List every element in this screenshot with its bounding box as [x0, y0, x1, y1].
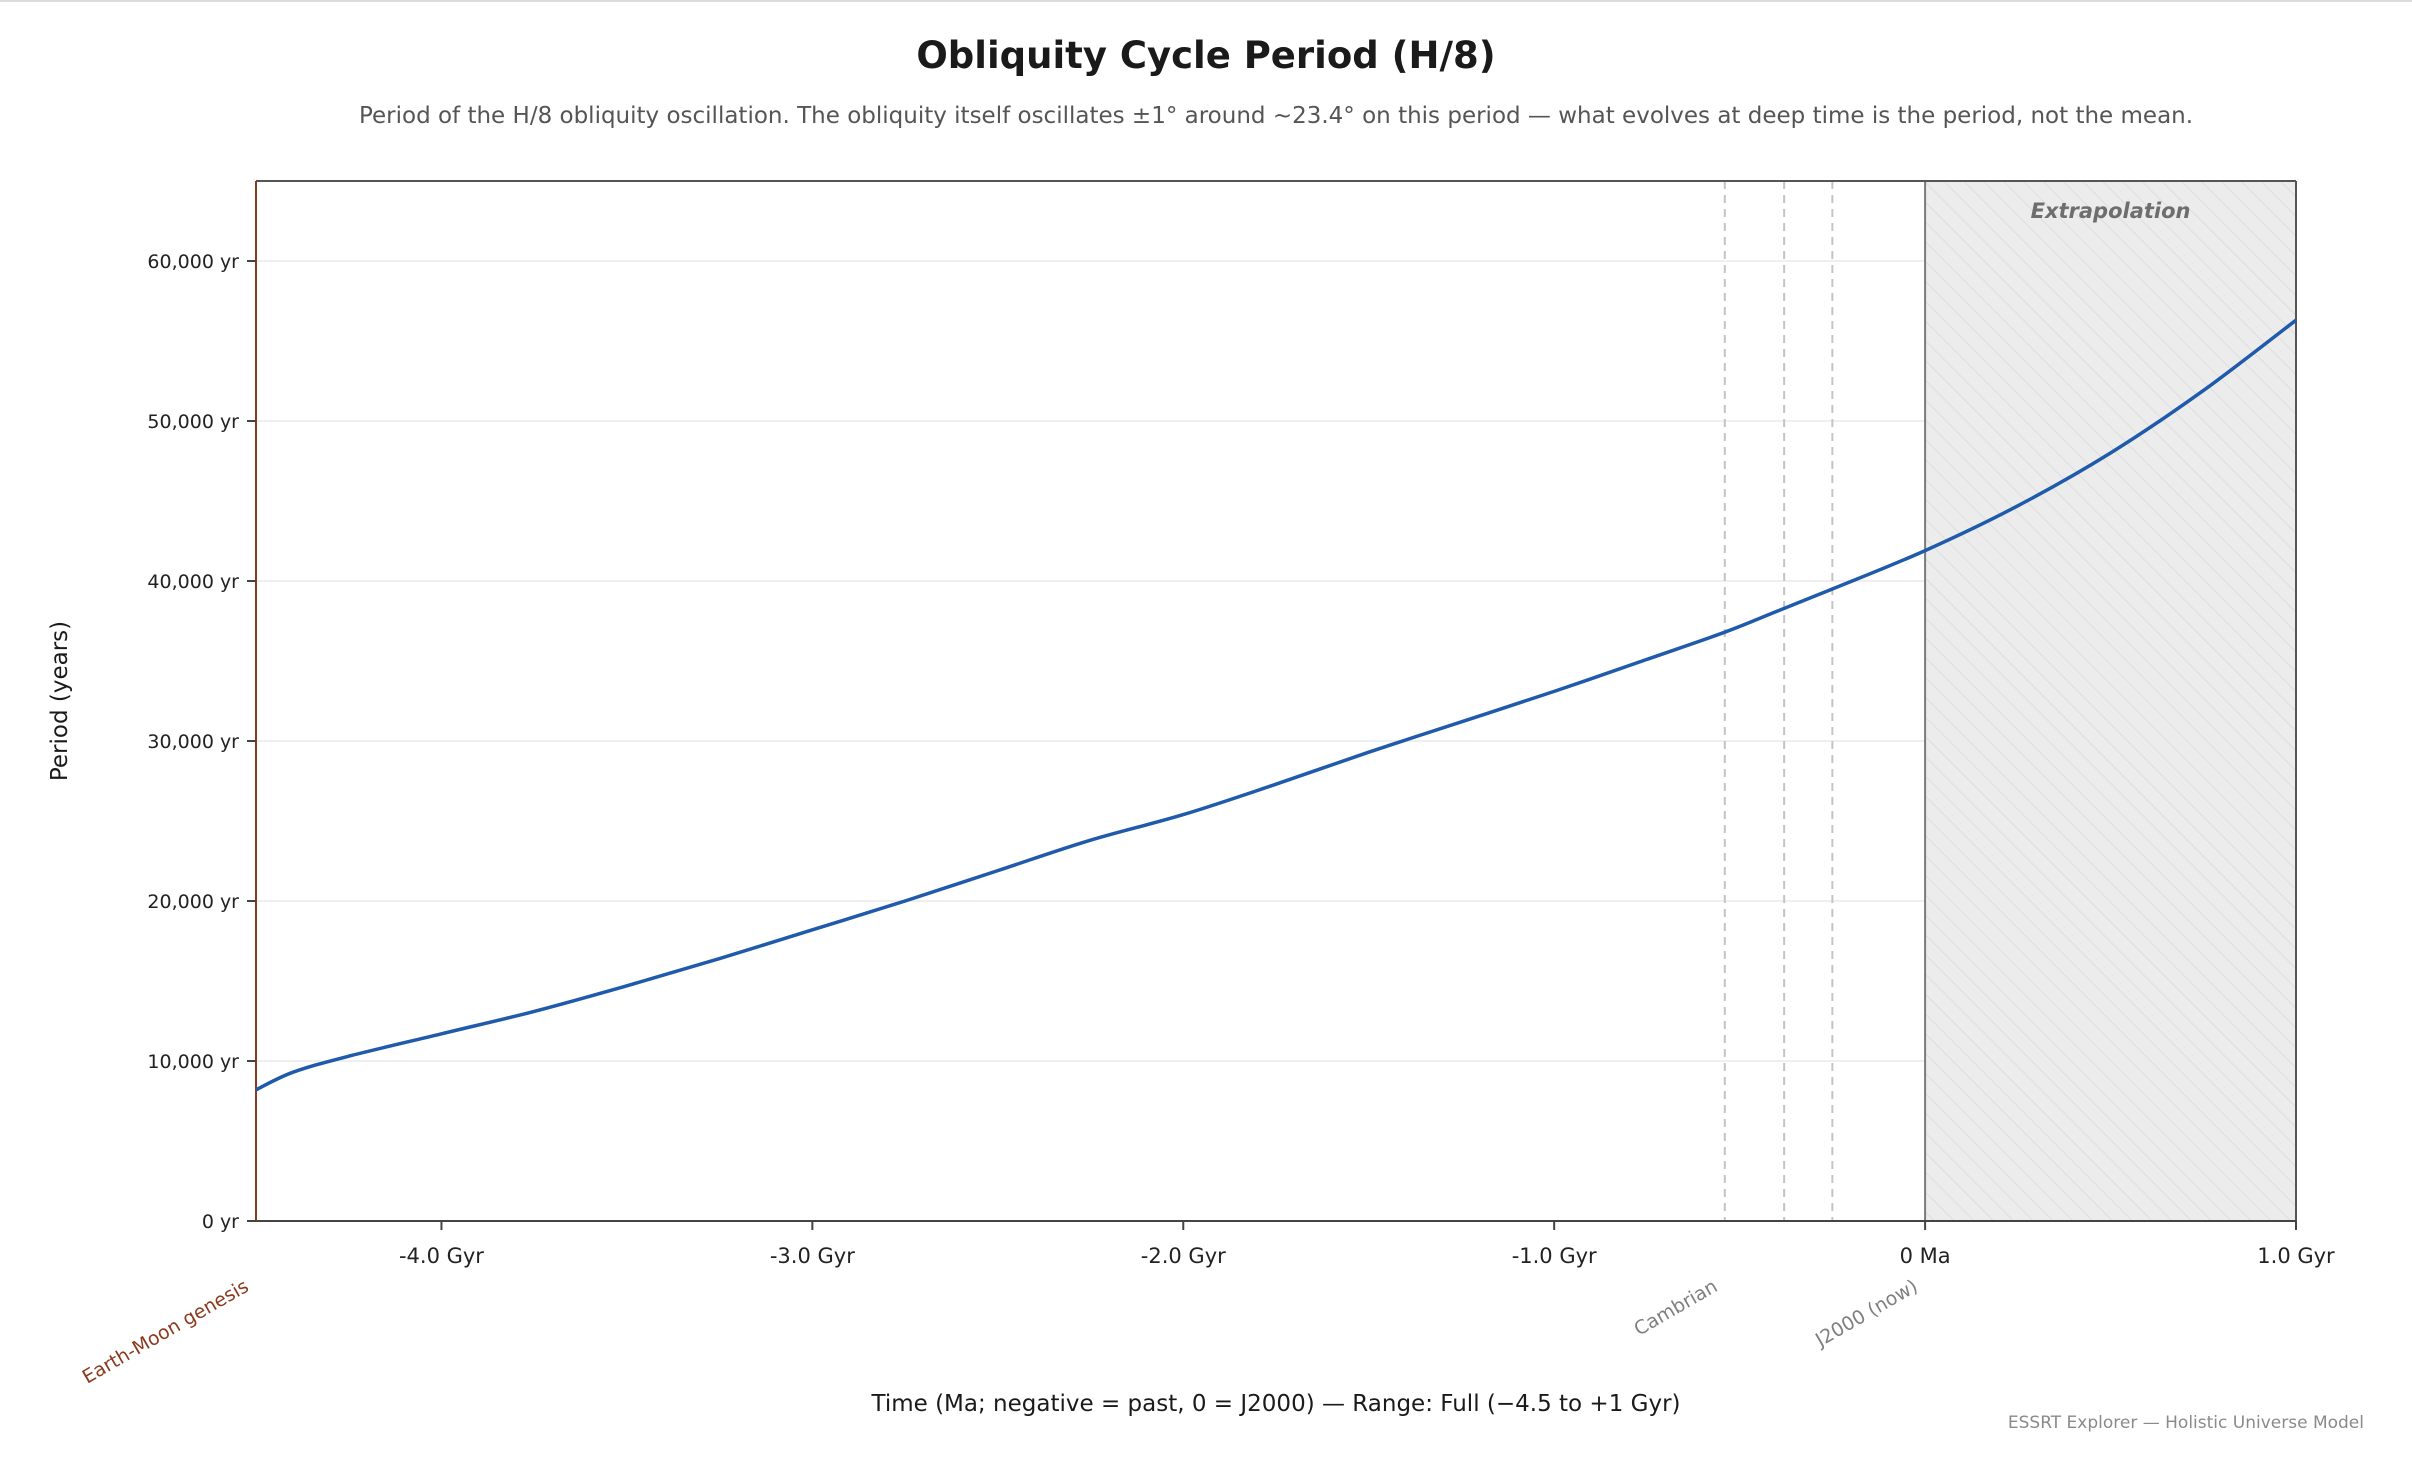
extrapolation-label: Extrapolation	[2031, 199, 2191, 223]
chart-subtitle: Period of the H/8 obliquity oscillation.…	[358, 103, 2194, 129]
x-tick-label: -2.0 Gyr	[1141, 1244, 1226, 1268]
event-marker-label: J2000 (now)	[1811, 1275, 1922, 1352]
extrapolation-hatch	[1925, 181, 2296, 1221]
event-marker-label: Earth-Moon genesis	[79, 1275, 253, 1388]
period-series-line	[255, 318, 2298, 1092]
top-divider	[0, 0, 2412, 2]
y-tick-label: 60,000 yr	[147, 251, 239, 273]
chart-title: Obliquity Cycle Period (H/8)	[916, 34, 1496, 77]
x-tick-label: -4.0 Gyr	[399, 1244, 484, 1268]
x-tick-label: -1.0 Gyr	[1512, 1244, 1597, 1268]
event-marker-label: Cambrian	[1630, 1275, 1721, 1340]
y-tick-label: 50,000 yr	[147, 411, 239, 433]
y-tick-label: 10,000 yr	[147, 1051, 239, 1073]
y-tick-label: 30,000 yr	[147, 731, 239, 753]
y-axis-title: Period (years)	[47, 621, 73, 781]
footer-note: ESSRT Explorer — Holistic Universe Model	[2007, 1413, 2364, 1433]
x-tick-label: 0 Ma	[1900, 1244, 1951, 1268]
x-tick-label: -3.0 Gyr	[770, 1244, 855, 1268]
y-tick-label: 40,000 yr	[147, 571, 239, 593]
y-tick-label: 20,000 yr	[147, 891, 239, 913]
x-axis-title: Time (Ma; negative = past, 0 = J2000) — …	[870, 1391, 1680, 1417]
y-tick-label: 0 yr	[202, 1211, 239, 1233]
x-tick-label: 1.0 Gyr	[2257, 1244, 2335, 1268]
